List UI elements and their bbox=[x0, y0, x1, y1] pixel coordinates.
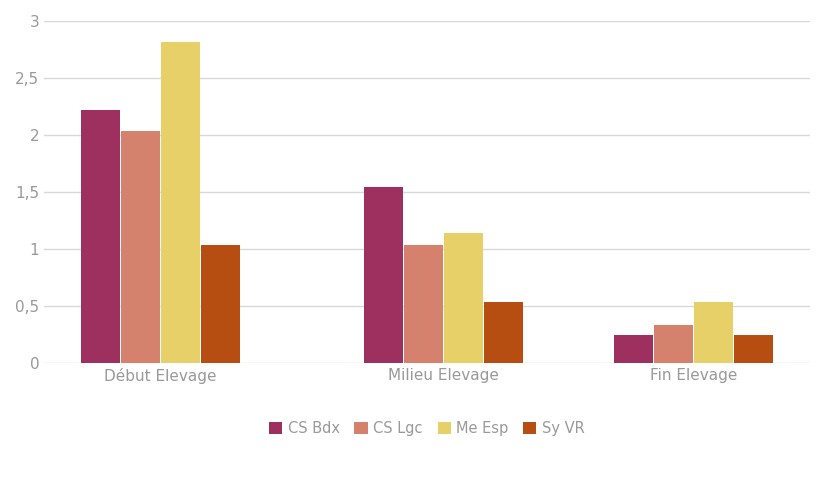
Bar bbox=[201, 245, 240, 363]
Bar bbox=[654, 325, 693, 363]
Bar bbox=[121, 131, 160, 363]
Bar bbox=[81, 110, 120, 363]
Bar bbox=[161, 42, 200, 363]
Legend: CS Bdx, CS Lgc, Me Esp, Sy VR: CS Bdx, CS Lgc, Me Esp, Sy VR bbox=[263, 415, 591, 442]
Bar bbox=[694, 302, 733, 363]
Bar bbox=[444, 233, 483, 363]
Bar bbox=[614, 335, 653, 363]
Bar bbox=[364, 187, 403, 363]
Bar bbox=[484, 302, 523, 363]
Bar bbox=[733, 335, 773, 363]
Bar bbox=[404, 245, 443, 363]
